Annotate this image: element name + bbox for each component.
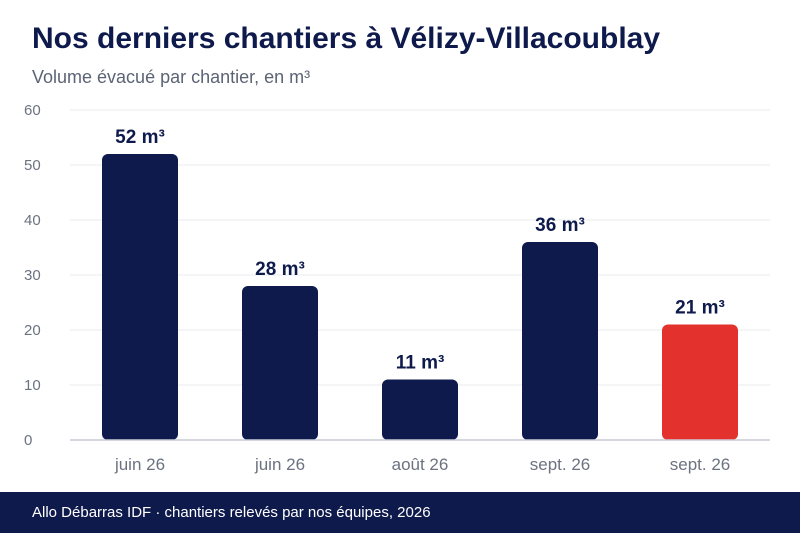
chart-title: Nos derniers chantiers à Vélizy-Villacou… (32, 22, 661, 55)
data-label: 28 m³ (255, 259, 305, 280)
x-axis-ticks: juin 26 juin 26 août 26 sept. 26 sept. 26 (114, 455, 730, 474)
y-axis-ticks: 0 10 20 30 40 50 60 (24, 102, 41, 449)
y-tick-label: 50 (24, 157, 41, 174)
data-label: 21 m³ (675, 298, 725, 319)
bar (102, 154, 178, 440)
footer-text: Allo Débarras IDF · chantiers relevés pa… (32, 504, 431, 521)
y-tick-label: 30 (24, 267, 41, 284)
chart-subtitle: Volume évacué par chantier, en m³ (32, 67, 311, 87)
footer-bar: Allo Débarras IDF · chantiers relevés pa… (0, 492, 800, 533)
bar (522, 242, 598, 440)
bar (662, 324, 738, 440)
y-tick-label: 40 (24, 212, 41, 229)
x-tick-label: août 26 (392, 455, 449, 474)
y-tick-label: 0 (24, 432, 32, 449)
x-tick-label: sept. 26 (530, 455, 591, 474)
bar (382, 379, 458, 440)
data-label: 36 m³ (535, 215, 585, 236)
data-label: 11 m³ (396, 353, 445, 374)
y-tick-label: 10 (24, 377, 41, 394)
bars (102, 154, 738, 440)
x-tick-label: juin 26 (114, 455, 165, 474)
bar (242, 286, 318, 440)
x-tick-label: juin 26 (254, 455, 305, 474)
data-label: 52 m³ (115, 127, 165, 148)
y-tick-label: 20 (24, 322, 41, 339)
data-labels: 52 m³ 28 m³ 11 m³ 36 m³ 21 m³ (115, 127, 725, 374)
y-tick-label: 60 (24, 102, 41, 119)
x-tick-label: sept. 26 (670, 455, 731, 474)
